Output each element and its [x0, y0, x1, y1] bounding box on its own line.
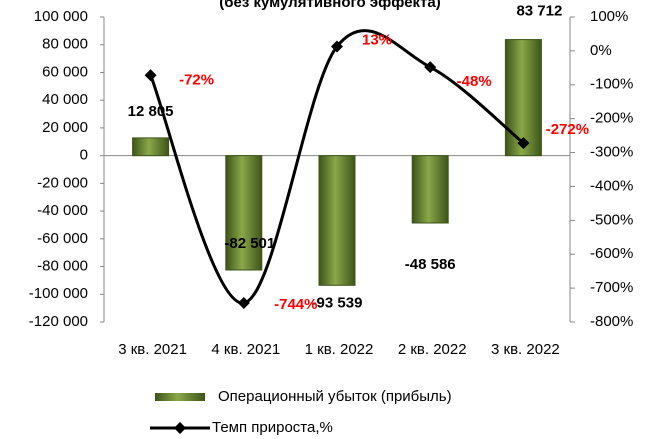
bar-value-label: 83 712	[516, 3, 562, 20]
y-tick-label: 100 000	[34, 8, 88, 25]
y2-tick-label: -400%	[590, 177, 633, 194]
y2-tick-label: -600%	[590, 245, 633, 262]
y2-tick-label: -200%	[590, 110, 633, 127]
line-marker	[144, 69, 157, 82]
bar	[504, 39, 542, 157]
y2-tick-label: 100%	[590, 8, 628, 25]
y-tick-label: -80 000	[37, 258, 88, 275]
line-value-label: -72%	[179, 71, 214, 88]
legend-label: Темп прироста,%	[212, 419, 333, 436]
y-tick-label: 60 000	[42, 63, 88, 80]
line-value-label: -744%	[274, 296, 317, 313]
bar-value-label: -93 539	[312, 294, 363, 311]
legend-marker	[174, 422, 186, 434]
y-tick-label: -120 000	[29, 313, 88, 330]
y-tick-label: 0	[80, 147, 88, 164]
y2-tick-label: -700%	[590, 279, 633, 296]
line-marker	[237, 297, 250, 310]
line-value-label: 13%	[362, 31, 392, 48]
y2-tick-label: 0%	[590, 42, 612, 59]
legend-swatch	[155, 393, 205, 401]
bar	[411, 155, 449, 224]
x-tick-label: 4 кв. 2021	[211, 341, 280, 358]
line-marker	[517, 137, 530, 150]
line-value-label: -48%	[457, 73, 492, 90]
legend-label: Операционный убыток (прибыль)	[218, 388, 452, 405]
line-marker	[424, 61, 437, 74]
y2-tick-label: -300%	[590, 144, 633, 161]
y-tick-label: -60 000	[37, 230, 88, 247]
y-tick-label: 20 000	[42, 119, 88, 136]
x-tick-label: 3 кв. 2022	[491, 341, 560, 358]
x-tick-label: 3 кв. 2021	[118, 341, 187, 358]
bar	[318, 155, 356, 286]
y-tick-label: 40 000	[42, 91, 88, 108]
y2-tick-label: -800%	[590, 313, 633, 330]
bar-value-label: -82 501	[224, 235, 275, 252]
bar-value-label: -48 586	[405, 256, 456, 273]
bar-value-label: 12 805	[128, 103, 174, 120]
x-tick-label: 2 кв. 2022	[398, 341, 467, 358]
line-value-label: -272%	[546, 121, 589, 138]
chart-title: (без кумулятивного эффекта)	[219, 0, 440, 11]
y-tick-label: -40 000	[37, 202, 88, 219]
y2-tick-label: -500%	[590, 211, 633, 228]
line-marker	[331, 40, 343, 53]
bar	[132, 137, 170, 157]
line	[149, 29, 525, 305]
y-tick-label: -100 000	[29, 285, 88, 302]
y-tick-label: -20 000	[37, 174, 88, 191]
y-tick-label: 80 000	[42, 36, 88, 53]
y2-tick-label: -100%	[590, 76, 633, 93]
bar	[225, 155, 263, 271]
x-tick-label: 1 кв. 2022	[305, 341, 374, 358]
